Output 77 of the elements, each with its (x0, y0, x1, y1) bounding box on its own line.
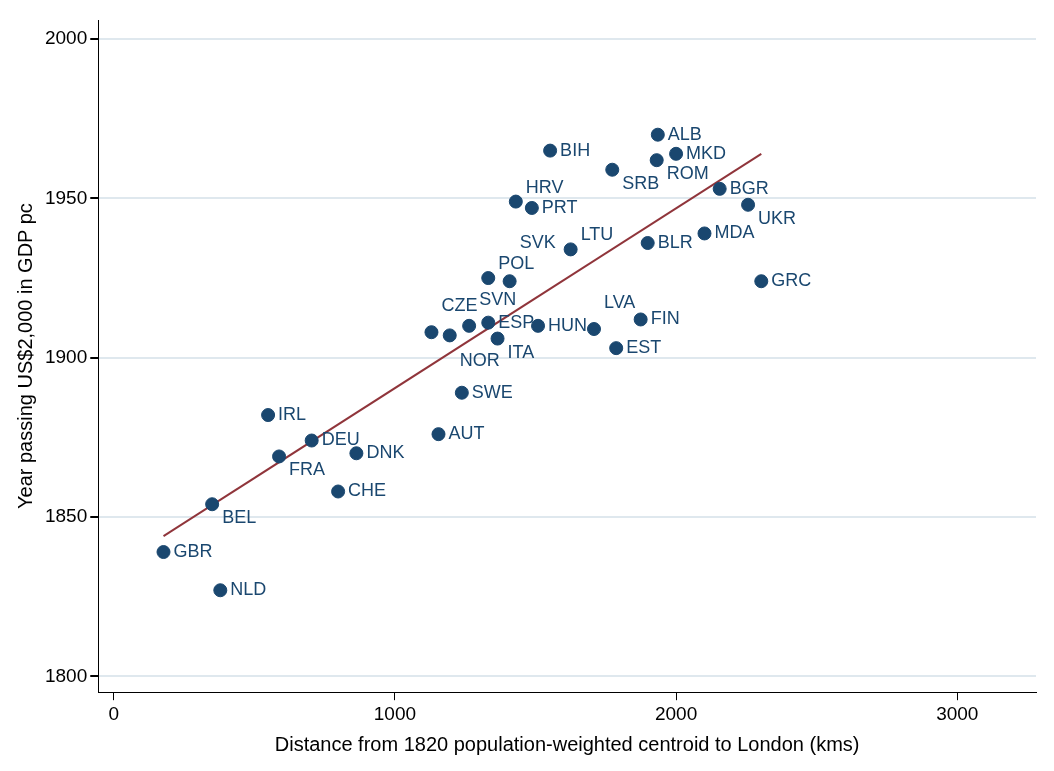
annotation: UKR (758, 207, 797, 228)
point (741, 197, 756, 212)
point (649, 153, 664, 168)
point (712, 181, 727, 196)
point (669, 146, 684, 161)
annotation: HUN (548, 314, 588, 335)
x-tick-label: 0 (108, 702, 120, 724)
point (697, 226, 712, 241)
annotation: LVA (603, 291, 636, 312)
annotation: HRV (525, 176, 564, 197)
y-tick-label: 1800 (44, 664, 88, 686)
point (640, 236, 655, 251)
annotation: NOR (459, 350, 500, 371)
annotation: DNK (366, 442, 405, 463)
annotation: ITA (507, 341, 535, 362)
point (754, 274, 769, 289)
point (586, 322, 601, 337)
x-tick-label: 2000 (654, 702, 698, 724)
point (650, 127, 665, 142)
point (431, 427, 446, 442)
annotation: SVK (519, 232, 556, 253)
point (272, 449, 287, 464)
y-tick-label: 1950 (44, 186, 88, 208)
point (524, 200, 539, 215)
annotation: EST (626, 337, 662, 358)
annotation: SRB (622, 172, 660, 193)
x-axis-title: Distance from 1820 population-weighted centroid to London (kms) (274, 732, 860, 755)
point (481, 271, 496, 286)
annotation: SWE (471, 381, 513, 402)
x-tick-label: 3000 (936, 702, 979, 724)
annotation: CZE (441, 295, 478, 316)
annotation: ALB (667, 123, 702, 144)
x-tick-label: 1000 (373, 702, 417, 724)
point (156, 545, 171, 560)
point (331, 484, 346, 499)
point (442, 328, 457, 343)
point (454, 385, 469, 400)
y-tick-label: 1850 (44, 505, 88, 527)
annotation: GRC (771, 270, 812, 291)
point (462, 318, 477, 333)
annotation: GBR (173, 540, 213, 561)
annotation: AUT (448, 423, 485, 444)
point (304, 433, 319, 448)
annotation: POL (498, 253, 535, 274)
annotation: PRT (541, 196, 578, 217)
point (605, 162, 620, 177)
annotation: FIN (650, 308, 680, 329)
y-tick-label: 1900 (44, 345, 88, 367)
point (213, 583, 228, 598)
y-axis-title: Year passing US$2,000 in GDP pc (13, 203, 36, 509)
annotation: ROM (666, 163, 709, 184)
point (490, 331, 505, 346)
annotation: LTU (580, 224, 614, 245)
point (261, 408, 276, 423)
annotation: BEL (222, 507, 257, 528)
annotation: MKD (686, 142, 727, 163)
point (481, 315, 496, 330)
annotation: BLR (657, 231, 693, 252)
y-tick-label: 2000 (44, 27, 88, 49)
point (563, 242, 578, 257)
annotation: IRL (278, 404, 307, 425)
annotation: BIH (560, 139, 591, 160)
point (424, 325, 439, 340)
point (502, 274, 517, 289)
point (508, 194, 523, 209)
point (205, 497, 220, 512)
point (609, 341, 624, 356)
point (543, 143, 558, 158)
point (633, 312, 648, 327)
annotation: SVN (479, 288, 517, 309)
annotation: FRA (289, 459, 326, 480)
annotation: DEU (321, 429, 360, 450)
annotation: BGR (729, 177, 769, 198)
annotation: NLD (230, 579, 267, 600)
annotation: MDA (714, 222, 755, 243)
annotation: CHE (348, 480, 387, 501)
point (349, 446, 364, 461)
